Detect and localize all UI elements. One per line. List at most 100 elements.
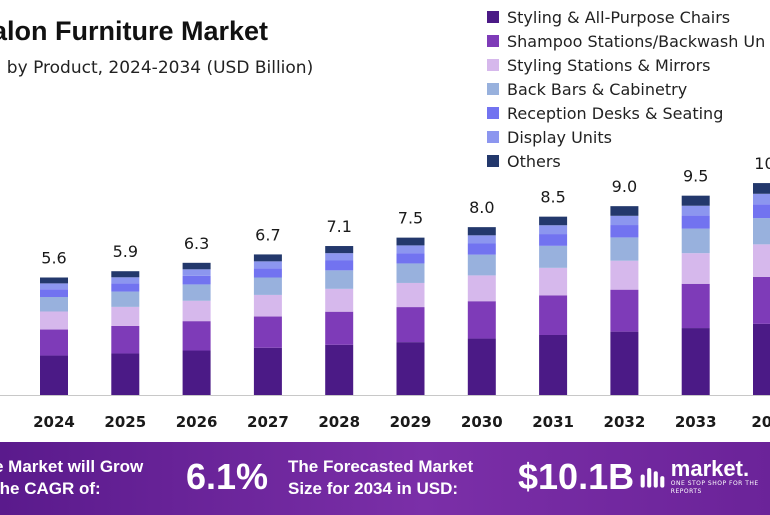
legend-swatch	[487, 107, 499, 119]
bar-segment	[539, 225, 568, 235]
bar-segment	[681, 195, 710, 206]
forecast-value: $10.1B	[518, 456, 635, 497]
chart-subtitle: , by Product, 2024-2034 (USD Billion)	[0, 58, 314, 78]
bar-segment	[681, 328, 710, 395]
bar-segment	[396, 253, 425, 264]
legend-label: Styling Stations & Mirrors	[507, 55, 711, 75]
forecast-caption: The Forecasted Market Size for 2034 in U…	[288, 456, 473, 500]
legend-label: Back Bars & Cabinetry	[507, 79, 688, 99]
bar-segment	[40, 311, 68, 330]
legend-label: Shampoo Stations/Backwash Un	[507, 31, 766, 51]
bar-segment	[467, 243, 496, 255]
bar-segment	[396, 307, 425, 343]
data-label: 9.0	[612, 177, 637, 196]
logo-bars-icon	[640, 468, 665, 488]
bar-segment	[253, 316, 282, 348]
cagr-value: 6.1%	[186, 456, 269, 497]
data-label: 7.1	[326, 217, 351, 236]
bar-segment	[182, 321, 211, 351]
bar-segment	[253, 347, 282, 395]
bar-segment	[610, 215, 639, 226]
bar-segment	[753, 244, 770, 277]
bar-segment	[396, 263, 425, 283]
cagr-caption-line1: e Market will Grow	[0, 457, 144, 476]
bar-segment	[539, 295, 568, 335]
data-label: 6.3	[184, 234, 209, 253]
chart-title: alon Furniture Market	[0, 16, 269, 46]
legend-swatch	[487, 11, 499, 23]
legend-item: Reception Desks & Seating	[487, 101, 765, 125]
bar-segment	[681, 215, 710, 229]
bar-segment	[40, 277, 68, 284]
bar-segment	[111, 277, 140, 284]
bar-segment	[610, 225, 639, 238]
bar-segment	[753, 183, 770, 194]
legend-item: Back Bars & Cabinetry	[487, 77, 765, 101]
bar-segment	[40, 329, 68, 356]
data-label: 5.6	[41, 249, 66, 268]
bar-segment	[539, 334, 568, 395]
bar-segment	[111, 283, 140, 292]
x-tick-label: 2029	[390, 413, 432, 431]
data-label: 8.0	[469, 198, 494, 217]
data-label: 9.5	[683, 167, 708, 186]
legend-label: Reception Desks & Seating	[507, 103, 724, 123]
bar-segment	[539, 245, 568, 268]
legend-swatch	[487, 35, 499, 47]
bar-segment	[396, 237, 425, 246]
bar-segment	[467, 275, 496, 302]
x-tick-label: 2024	[33, 413, 75, 431]
bar-segment	[753, 193, 770, 205]
bar-segment	[539, 216, 568, 226]
bar-segment	[325, 246, 354, 254]
bar-segment	[182, 269, 211, 276]
bar-segment	[396, 282, 425, 308]
bar-segment	[253, 294, 282, 317]
bar-segment	[753, 218, 770, 245]
cagr-caption: e Market will Grow the CAGR of:	[0, 456, 143, 500]
legend-label: Others	[507, 151, 561, 171]
x-tick-label: 2026	[176, 413, 218, 431]
bar-segment	[325, 288, 354, 312]
bar-segment	[467, 254, 496, 276]
data-label: 6.7	[255, 225, 280, 244]
stacked-bar-chart: 5.6 2024 5.9 2025 6.3 2026 6.7 2027 7.1 2028 7.5 20…	[0, 154, 770, 431]
bar-segment	[40, 289, 68, 298]
x-tick-label: 2028	[318, 413, 360, 431]
x-tick-label: 2032	[604, 413, 646, 431]
bar-segment	[253, 261, 282, 269]
bar-segment	[325, 253, 354, 261]
bar-segment	[681, 205, 710, 216]
bar-segment	[467, 301, 496, 339]
bar-segment	[182, 300, 211, 322]
data-label: 8.5	[540, 188, 565, 207]
bar-segment	[396, 245, 425, 254]
legend-swatch	[487, 83, 499, 95]
brand-logo: market. ONE STOP SHOP FOR THE REPORTS	[639, 458, 770, 496]
data-label: 5.9	[113, 242, 138, 261]
summary-banner: e Market will Grow the CAGR of: 6.1% The…	[0, 442, 770, 515]
forecast-caption-line1: The Forecasted Market	[288, 457, 474, 476]
bar-segment	[111, 271, 140, 278]
bar-segment	[40, 297, 68, 312]
bar-segment	[610, 237, 639, 261]
legend-item: Styling & All-Purpose Chairs	[487, 5, 765, 29]
logo-tagline: ONE STOP SHOP FOR THE REPORTS	[670, 480, 759, 495]
bar-segment	[253, 254, 282, 262]
x-tick-label: 2031	[532, 413, 574, 431]
legend-swatch	[487, 155, 499, 167]
legend-item: Others	[487, 149, 765, 173]
bar-segment	[681, 253, 710, 284]
bar-segment	[325, 260, 354, 271]
data-label: 10.	[754, 154, 770, 173]
bar-segment	[40, 283, 68, 290]
cagr-caption-line2: the CAGR of:	[0, 479, 101, 498]
logo-name: market.	[670, 456, 750, 481]
bar-segment	[467, 227, 496, 236]
bar-segment	[325, 270, 354, 289]
bar-segment	[182, 275, 211, 285]
bar-segment	[681, 228, 710, 254]
bar-segment	[111, 325, 140, 354]
bar-segment	[467, 235, 496, 244]
bar-segment	[539, 267, 568, 296]
